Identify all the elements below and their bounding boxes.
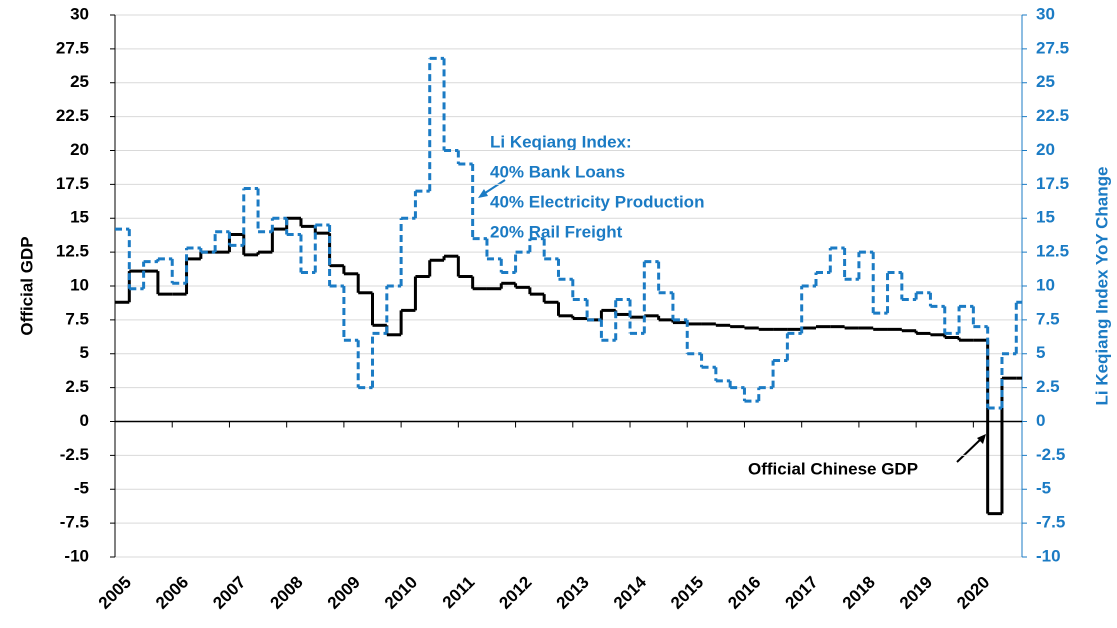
y2-tick-label: 2.5 <box>1036 377 1060 396</box>
y2-tick-label: 12.5 <box>1036 242 1069 261</box>
annotation: 40% Electricity Production <box>490 192 704 211</box>
y2-tick-label: 17.5 <box>1036 174 1069 193</box>
x-tick-label: 2009 <box>324 573 364 613</box>
y-tick-label: 27.5 <box>56 38 89 57</box>
x-tick-label: 2019 <box>896 573 936 613</box>
x-tick-label: 2013 <box>553 573 593 613</box>
y-tick-label: 17.5 <box>56 174 89 193</box>
y2-tick-label: -2.5 <box>1036 445 1065 464</box>
y2-tick-label: -5 <box>1036 479 1051 498</box>
x-tick-label: 2020 <box>953 573 993 613</box>
y-tick-label: -10 <box>64 546 89 565</box>
x-tick-label: 2010 <box>381 573 421 613</box>
y2-tick-label: -10 <box>1036 546 1061 565</box>
annotation: 20% Rail Freight <box>490 222 623 241</box>
x-tick-label: 2017 <box>782 573 822 613</box>
annotation-arrow <box>956 437 983 463</box>
x-tick-label: 2011 <box>439 573 479 613</box>
annotation: Official Chinese GDP <box>748 459 918 478</box>
y-tick-label: 5 <box>80 343 89 362</box>
y2-tick-label: 10 <box>1036 275 1055 294</box>
y-tick-label: 7.5 <box>65 309 89 328</box>
y2-tick-label: 30 <box>1036 4 1055 23</box>
y2-axis-title: Li Keqiang Index YoY Change <box>1092 167 1111 406</box>
x-tick-label: 2015 <box>667 573 707 613</box>
y-tick-label: -7.5 <box>60 513 89 532</box>
y-tick-label: 15 <box>70 208 89 227</box>
annotation: 40% Bank Loans <box>490 162 625 181</box>
y2-tick-label: 5 <box>1036 343 1045 362</box>
y-tick-label: 2.5 <box>65 377 89 396</box>
x-tick-label: 2016 <box>724 573 764 613</box>
y-tick-label: 12.5 <box>56 242 89 261</box>
x-tick-label: 2005 <box>95 573 135 613</box>
y2-tick-label: 7.5 <box>1036 309 1060 328</box>
annotation-arrowhead <box>478 189 488 198</box>
y-tick-label: 30 <box>70 4 89 23</box>
y2-tick-label: 0 <box>1036 411 1045 430</box>
y-tick-label: 20 <box>70 140 89 159</box>
y-tick-label: 0 <box>80 411 89 430</box>
x-tick-label: 2014 <box>610 572 651 613</box>
y2-tick-label: 22.5 <box>1036 106 1069 125</box>
x-tick-label: 2012 <box>495 573 535 613</box>
y2-tick-label: 27.5 <box>1036 38 1069 57</box>
annotation: Li Keqiang Index: <box>490 132 632 151</box>
y2-tick-label: -7.5 <box>1036 513 1065 532</box>
y-tick-label: -2.5 <box>60 445 89 464</box>
y-tick-label: -5 <box>74 479 89 498</box>
x-tick-label: 2008 <box>266 573 306 613</box>
y2-tick-label: 20 <box>1036 140 1055 159</box>
y-tick-label: 10 <box>70 275 89 294</box>
annotation-arrowhead <box>977 434 986 444</box>
x-tick-label: 2018 <box>839 573 879 613</box>
y2-tick-label: 15 <box>1036 208 1055 227</box>
y2-tick-label: 25 <box>1036 72 1055 91</box>
y-axis-title: Official GDP <box>17 236 36 335</box>
x-tick-label: 2006 <box>152 573 192 613</box>
plot <box>110 14 1027 558</box>
y-tick-label: 25 <box>70 72 89 91</box>
y-tick-label: 22.5 <box>56 106 89 125</box>
x-tick-label: 2007 <box>209 573 249 613</box>
